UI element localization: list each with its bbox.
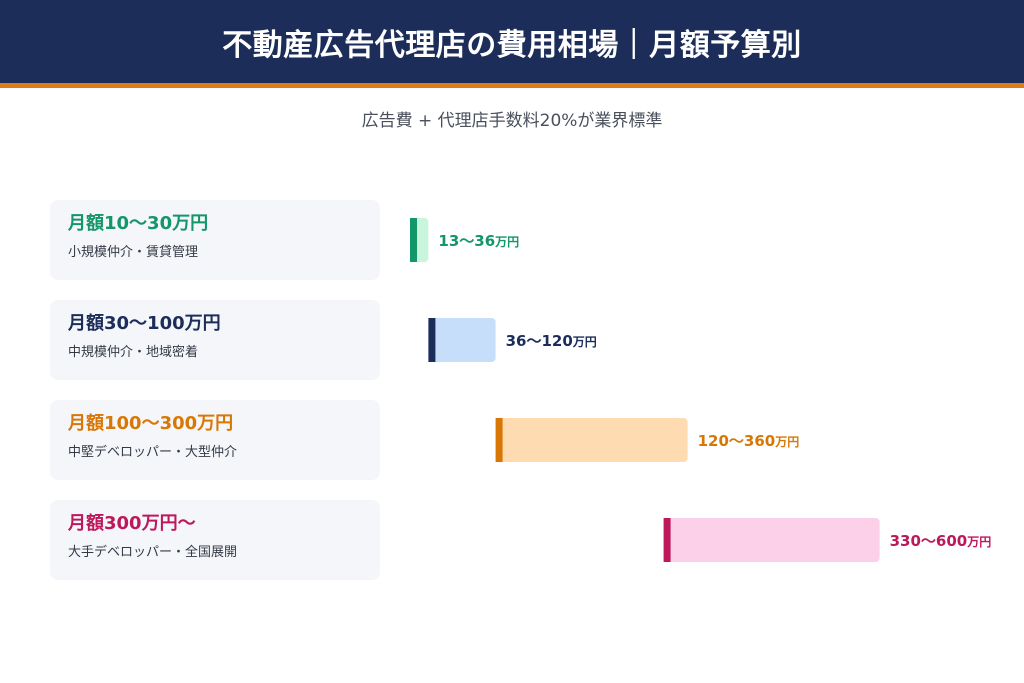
range-value-label: 330〜600万円 (890, 532, 992, 550)
tier-description: 中堅デベロッパー・大型仲介 (68, 445, 238, 460)
header-bar: 不動産広告代理店の費用相場｜月額予算別 (0, 0, 1024, 88)
tier-description: 小規模仲介・賃貸管理 (68, 245, 199, 260)
tier-description: 中規模仲介・地域密着 (68, 345, 199, 360)
tier-card-2: 月額30〜100万円 中規模仲介・地域密着 (50, 300, 380, 380)
range-value-label: 13〜36万円 (438, 232, 519, 250)
tier-title: 月額300万円〜 (68, 513, 196, 534)
range-bar (663, 518, 880, 562)
range-bar (428, 318, 496, 362)
tier-title: 月額10〜30万円 (68, 213, 209, 234)
range-value-label: 120〜360万円 (698, 432, 800, 450)
range-bar (495, 418, 688, 462)
range-bar-accent (410, 218, 417, 262)
range-value-label: 36〜120万円 (506, 332, 597, 350)
page-title: 不動産広告代理店の費用相場｜月額予算別 (222, 27, 802, 63)
tier-card-1: 月額10〜30万円 小規模仲介・賃貸管理 (50, 200, 380, 280)
tier-description: 大手デベロッパー・全国展開 (68, 545, 238, 560)
tier-title: 月額100〜300万円 (68, 413, 234, 434)
range-bar-accent (428, 318, 436, 362)
tier-card-4: 月額300万円〜 大手デベロッパー・全国展開 (50, 500, 380, 580)
page-subtitle: 広告費 + 代理店手数料20%が業界標準 (361, 111, 663, 131)
tier-title: 月額30〜100万円 (68, 313, 221, 334)
range-bar-accent (495, 418, 503, 462)
tier-card-3: 月額100〜300万円 中堅デベロッパー・大型仲介 (50, 400, 380, 480)
range-bar-accent (663, 518, 671, 562)
